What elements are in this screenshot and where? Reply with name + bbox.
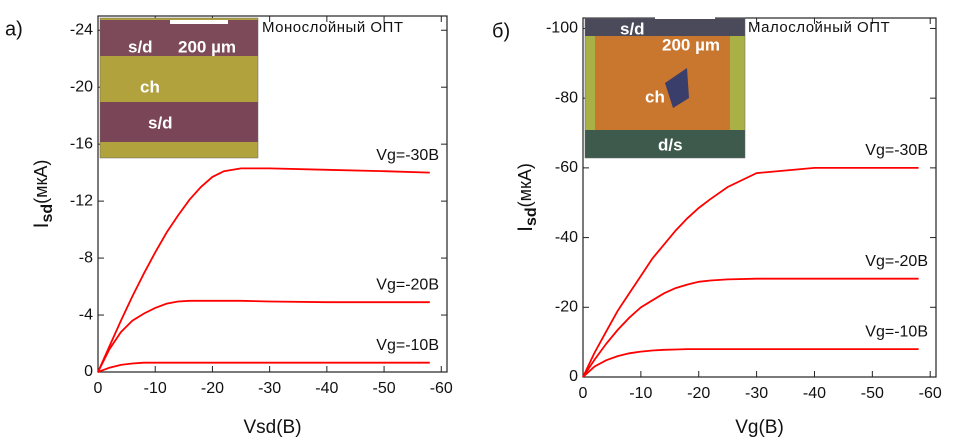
x-tick-label: -30	[258, 380, 281, 397]
line-series	[583, 168, 919, 377]
x-tick-label: 0	[579, 385, 588, 402]
series-label: Vg=-20В	[376, 276, 439, 293]
chart: а) 0 -10 -20 -30 -40 -50 -60 0 -4 -8 -12 -16 -20 -24 Vg…	[0, 0, 956, 441]
y-tick-label: -4	[79, 306, 93, 323]
inset-label: s/d	[148, 113, 173, 132]
x-tick-label: -60	[430, 380, 453, 397]
x-axis-label: Vsd(B)	[243, 417, 301, 438]
y-tick-label: -20	[555, 299, 578, 316]
inset-label: s/d	[620, 19, 645, 38]
series-label: Vg=-20В	[865, 253, 928, 270]
line-series	[98, 363, 430, 372]
inset-label: 200 µm	[662, 35, 720, 54]
inset-stripe	[100, 102, 258, 142]
panel-label: б)	[492, 20, 510, 42]
y-tick-label: -16	[70, 135, 93, 152]
x-tick-label: -50	[861, 385, 884, 402]
x-tick-label: -10	[144, 380, 167, 397]
y-tick-label: 0	[84, 363, 93, 380]
y-axis-label: Isd(мкА)	[30, 160, 57, 229]
y-tick-label: -8	[79, 249, 93, 266]
line-series	[583, 349, 919, 377]
x-tick-label: -10	[629, 385, 652, 402]
x-tick-label: -50	[373, 380, 396, 397]
y-tick-label: -100	[546, 20, 578, 37]
y-label-sub: sd	[39, 204, 56, 223]
x-tick-label: -20	[201, 380, 224, 397]
inset-label: ch	[645, 87, 665, 106]
y-tick-label: 0	[569, 368, 578, 385]
series-label: Vg=-30В	[865, 142, 928, 159]
panel-title: Малослойный ОПТ	[748, 19, 890, 36]
y-label-sub: sd	[523, 207, 540, 226]
y-tick-label: -40	[555, 229, 578, 246]
series-label: Vg=-30В	[376, 147, 439, 164]
inset-stripe	[585, 18, 745, 36]
x-tick-label: -40	[315, 380, 338, 397]
inset-label: ch	[140, 77, 160, 96]
x-tick-label: 0	[94, 380, 103, 397]
panel-title: Монослойный ОПТ	[262, 19, 404, 36]
inset-label: d/s	[658, 135, 683, 154]
x-tick-label: -30	[745, 385, 768, 402]
x-tick-label: -40	[803, 385, 826, 402]
inset-label: s/d	[128, 37, 153, 56]
panel-label: а)	[5, 18, 23, 40]
y-tick-label: -24	[70, 21, 93, 38]
x-axis-label: Vg(B)	[735, 417, 784, 438]
y-tick-label: -80	[555, 89, 578, 106]
y-tick-label: -12	[70, 192, 93, 209]
series-label: Vg=-10В	[376, 337, 439, 354]
series-label: Vg=-10В	[865, 323, 928, 340]
inset-label: 200 µm	[178, 37, 236, 56]
y-label-unit: (мкА)	[31, 160, 51, 204]
y-tick-label: -20	[70, 78, 93, 95]
x-tick-label: -20	[687, 385, 710, 402]
y-axis-label: Isd(мкА)	[514, 163, 541, 232]
x-tick-label: -60	[919, 385, 942, 402]
y-tick-label: -60	[555, 159, 578, 176]
y-label-unit: (мкА)	[515, 163, 535, 207]
